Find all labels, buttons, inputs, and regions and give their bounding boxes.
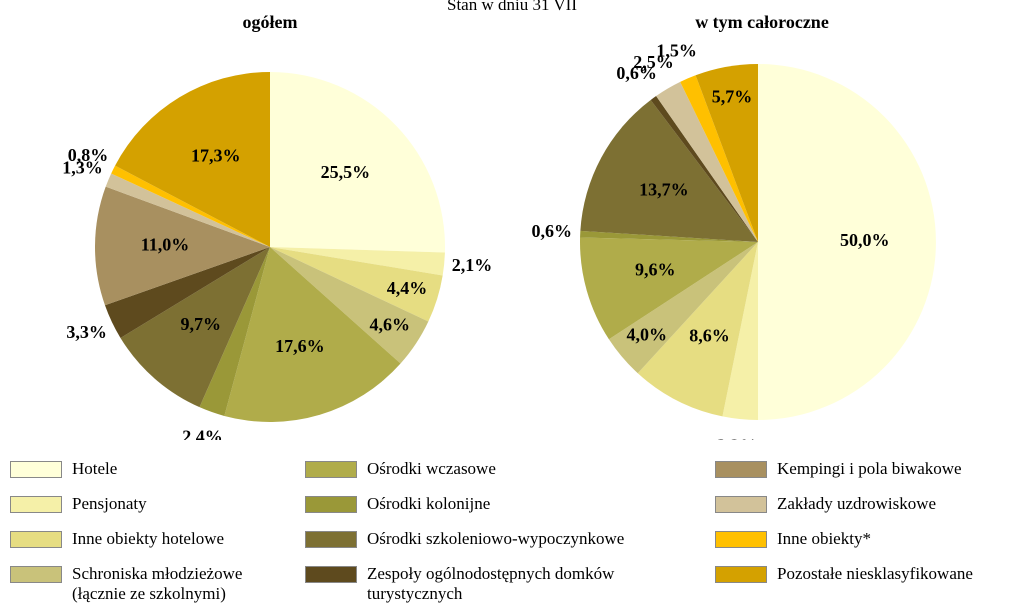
data-label: 0,6% [616, 63, 657, 83]
data-label: 4,6% [369, 314, 410, 334]
data-label: 0,6% [531, 221, 572, 241]
pie-slice [104, 247, 270, 338]
charts: Stan w dniu 31 VII ogółem w tym całorocz… [62, 0, 936, 440]
data-label: 25,5% [321, 162, 371, 182]
legend-item: Zakłady uzdrowiskowe [715, 494, 936, 514]
chart-title: Stan w dniu 31 VII [447, 0, 577, 14]
legend-swatch [715, 496, 767, 513]
legend-item: Ośrodki wczasowe [305, 459, 496, 479]
pie-slice [270, 247, 445, 276]
pie-slice [650, 96, 758, 242]
legend-item: Pensjonaty [10, 494, 147, 514]
legend-label: Pensjonaty [72, 494, 147, 513]
pie-slice [95, 186, 270, 306]
pie-slice [224, 247, 401, 422]
data-label: 5,7% [712, 86, 753, 106]
data-label: 1,5% [656, 40, 697, 60]
legend-item: Inne obiekty* [715, 529, 871, 549]
legend-swatch [10, 531, 62, 548]
data-label: 50,0% [840, 230, 890, 250]
legend-swatch [10, 496, 62, 513]
pie-slice [580, 237, 758, 340]
pie-slice [270, 247, 429, 364]
legend-label: Kempingi i pola biwakowe [777, 459, 962, 478]
legend-swatch [305, 496, 357, 513]
pie-slice [580, 99, 758, 243]
legend-item: Ośrodki kolonijne [305, 494, 490, 514]
legend-label: Zespoły ogólnodostępnych domków turystyc… [367, 564, 615, 603]
pie-title: ogółem [243, 12, 298, 32]
data-label: 11,0% [141, 234, 190, 254]
pie-slice [722, 242, 758, 420]
legend-swatch [305, 461, 357, 478]
legend-swatch [10, 461, 62, 478]
legend-swatch [10, 566, 62, 583]
pie-slice [637, 242, 758, 417]
legend-label: Inne obiekty* [777, 529, 871, 548]
legend-item: Ośrodki szkoleniowo-wypoczynkowe [305, 529, 624, 549]
legend-swatch [305, 566, 357, 583]
data-label: 4,4% [387, 278, 428, 298]
data-label: 2,1% [452, 255, 493, 275]
legend-swatch [715, 566, 767, 583]
pie-title: w tym całoroczne [695, 12, 829, 32]
pie-slice [758, 64, 936, 420]
data-label: 2,4% [182, 427, 223, 440]
legend-item: Hotele [10, 459, 117, 479]
data-label: 3,2% [717, 436, 758, 440]
pie-slice [580, 230, 758, 242]
pie-slice [270, 72, 445, 253]
legend-label: Ośrodki szkoleniowo-wypoczynkowe [367, 529, 625, 548]
data-label: 17,3% [191, 145, 241, 165]
legend-label: Pozostałe niesklasyfikowane [777, 564, 973, 583]
legend-item: Kempingi i pola biwakowe [715, 459, 962, 479]
data-label: 3,3% [66, 322, 107, 342]
legend-item: Inne obiekty hotelowe [10, 529, 224, 549]
legend-item: Zespoły ogólnodostępnych domków turystyc… [305, 564, 614, 604]
data-label: 8,6% [689, 325, 730, 345]
pie-slice [111, 165, 271, 247]
legend-swatch [715, 461, 767, 478]
data-label: 2,5% [633, 52, 674, 72]
data-label: 9,6% [635, 259, 676, 279]
pie-slice [608, 242, 758, 374]
pie-slice [656, 81, 758, 242]
legend-label: Hotele [72, 459, 118, 478]
legend-swatch [305, 531, 357, 548]
legend-item: Schroniska młodzieżowe (łącznie ze szkol… [10, 564, 242, 604]
legend-label: Zakłady uzdrowiskowe [777, 494, 937, 513]
legend-label: Schroniska młodzieżowe (łącznie ze szkol… [72, 564, 243, 603]
pie-slice [120, 247, 270, 408]
pie-slice [199, 247, 270, 416]
legend-item: Pozostałe niesklasyfikowane [715, 564, 973, 584]
pie-slice [105, 173, 270, 247]
pie-slice [680, 75, 758, 242]
data-label: 13,7% [639, 180, 689, 200]
pie-slice [695, 64, 758, 242]
data-label: 0,8% [68, 145, 109, 165]
pie-slice [270, 247, 443, 322]
legend-label: Inne obiekty hotelowe [72, 529, 225, 548]
data-label: 17,6% [275, 336, 325, 356]
data-label: 4,0% [626, 325, 667, 345]
data-label: 1,3% [62, 157, 103, 177]
legend-swatch [715, 531, 767, 548]
legend-label: Ośrodki kolonijne [367, 494, 491, 513]
pie-slice [115, 72, 270, 247]
legend-label: Ośrodki wczasowe [367, 459, 496, 478]
data-label: 9,7% [181, 314, 222, 334]
